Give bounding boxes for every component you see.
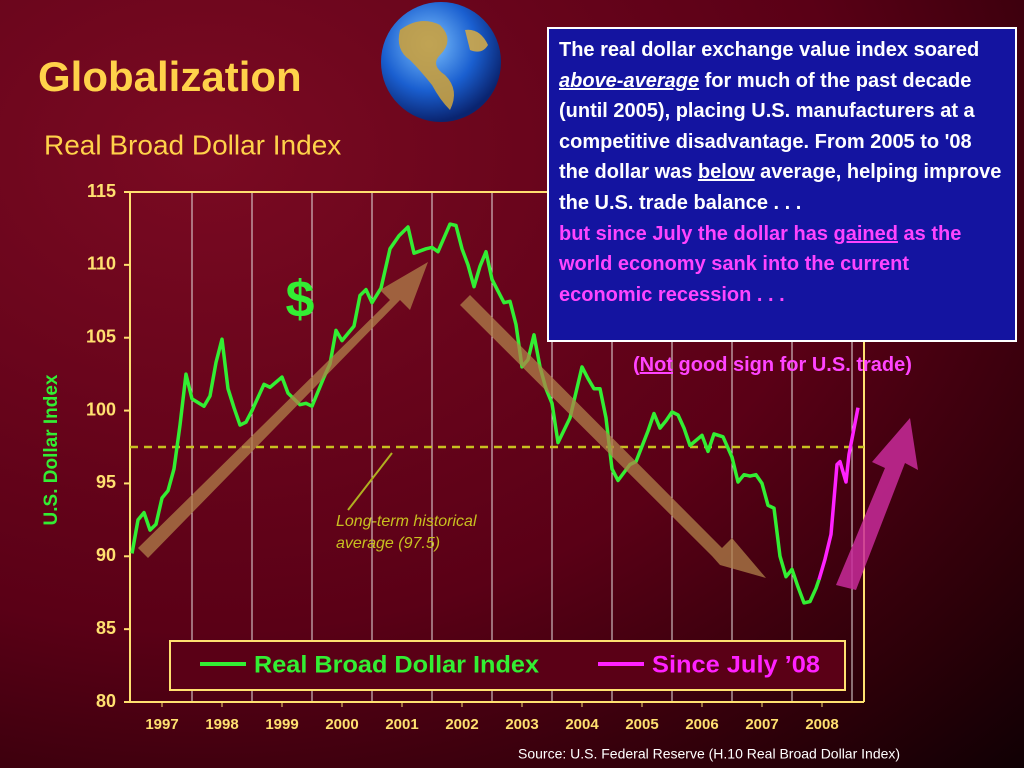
y-tick-label: 100 xyxy=(86,399,116,419)
x-tick-label: 2008 xyxy=(805,716,838,733)
annotation-text: but since July the dollar has xyxy=(559,222,834,245)
note-text: ( xyxy=(633,354,640,376)
average-label: Long-term historical xyxy=(336,513,477,530)
slide-title: Globalization xyxy=(38,53,302,100)
legend-label: Real Broad Dollar Index xyxy=(254,651,540,678)
annotation-text: average, helping improve the U.S. trade … xyxy=(559,161,1002,214)
annotation-box: The real dollar exchange value index soa… xyxy=(547,27,1017,342)
x-tick-label: 2005 xyxy=(625,716,658,733)
source: Source: U.S. Federal Reserve (H.10 Real … xyxy=(518,746,900,762)
annotation-text: gained xyxy=(833,222,898,245)
annotation-text: below xyxy=(697,161,755,184)
chart-title: Real Broad Dollar Index xyxy=(44,129,341,160)
annotation-text: for much of the past decade (until 2005)… xyxy=(559,69,975,184)
annotation-text: The real dollar exchange value index soa… xyxy=(559,39,980,61)
data-line xyxy=(130,222,821,605)
x-tick-label: 1998 xyxy=(205,716,238,733)
annotation-text: above-average xyxy=(559,69,700,92)
y-tick-label: 105 xyxy=(86,326,116,346)
x-tick-label: 2006 xyxy=(685,716,718,733)
y-tick-label: 85 xyxy=(96,618,116,638)
note-text: good sign for U.S. trade) xyxy=(673,354,912,376)
y-tick-label: 90 xyxy=(96,545,116,565)
x-tick-label: 2003 xyxy=(505,716,538,733)
y-axis-label: U.S. Dollar Index xyxy=(41,374,62,525)
x-tick-label: 1999 xyxy=(265,716,298,733)
trend-arrows xyxy=(138,262,766,578)
rise-arrow xyxy=(836,418,918,590)
x-tick-label: 2002 xyxy=(445,716,478,733)
note: (Not good sign for U.S. trade) xyxy=(633,354,912,377)
legend xyxy=(169,640,846,691)
x-tick-label: 2000 xyxy=(325,716,358,733)
average-label: average (97.5) xyxy=(336,535,440,552)
y-tick-label: 115 xyxy=(87,181,116,201)
x-tick-label: 2004 xyxy=(565,716,599,733)
dollar-sign: $ xyxy=(286,271,315,329)
data-line xyxy=(817,407,860,581)
y-tick-label: 110 xyxy=(87,254,116,274)
x-tick-label: 1997 xyxy=(145,716,178,733)
y-tick-label: 80 xyxy=(96,691,116,711)
annotation-text: as the world economy sank into the curre… xyxy=(559,222,962,306)
y-tick-label: 95 xyxy=(96,472,116,492)
x-tick-label: 2007 xyxy=(745,716,778,733)
legend-label: Since July ’08 xyxy=(652,651,820,678)
x-tick-label: 2001 xyxy=(385,716,418,733)
average-pointer xyxy=(347,452,393,511)
globe-icon xyxy=(381,2,501,122)
note-text: Not xyxy=(639,354,673,376)
